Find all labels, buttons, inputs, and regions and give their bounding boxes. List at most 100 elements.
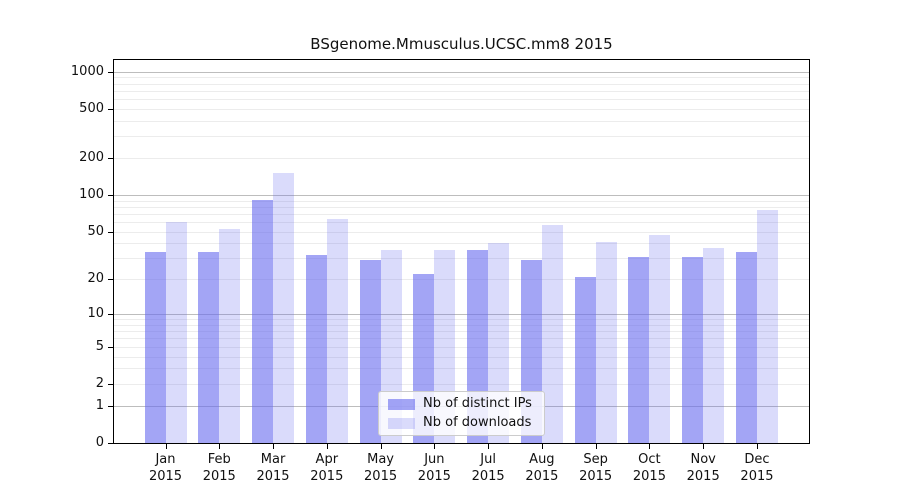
bar-distinct-ips-may — [359, 260, 381, 443]
bar-downloads-jan — [165, 222, 187, 443]
x-axis-month-text: Mar — [260, 452, 286, 467]
minor-gridline — [114, 120, 809, 122]
minor-gridline — [114, 324, 809, 326]
bar-downloads-sep — [595, 242, 617, 443]
bar-distinct-ips-nov — [682, 256, 704, 443]
x-axis-month-text: Feb — [207, 452, 231, 467]
minor-gridline — [114, 338, 809, 340]
x-axis-tick — [756, 444, 758, 449]
minor-gridline — [114, 368, 809, 370]
minor-gridline — [114, 136, 809, 138]
x-axis-tick — [380, 444, 382, 449]
x-axis-month-text: Jan — [155, 452, 176, 467]
y-axis-tick-label: 20 — [87, 271, 104, 287]
minor-gridline — [114, 206, 809, 208]
x-axis-tick — [703, 444, 705, 449]
bar-downloads-nov — [703, 247, 725, 443]
x-axis-month-text: Nov — [690, 452, 716, 467]
major-gridline — [114, 314, 809, 316]
bar-downloads-feb — [219, 228, 241, 443]
minor-gridline — [114, 200, 809, 202]
x-axis-month-label: Jan 2015 — [134, 451, 198, 485]
bar-distinct-ips-sep — [574, 276, 596, 443]
minor-gridline — [114, 331, 809, 333]
x-axis-tick — [595, 444, 597, 449]
x-axis-year-text: 2015 — [686, 469, 720, 484]
minor-gridline — [114, 99, 809, 101]
bar-downloads-oct — [649, 234, 671, 443]
y-axis-tick-label: 1 — [95, 397, 104, 413]
minor-gridline — [114, 77, 809, 79]
x-axis-year-text: 2015 — [417, 469, 451, 484]
bar-downloads-aug — [541, 224, 563, 443]
x-axis-month-text: Sep — [583, 452, 608, 467]
y-axis-tick — [108, 346, 113, 348]
y-axis-tick-label: 200 — [79, 149, 104, 165]
bar-distinct-ips-feb — [198, 251, 220, 443]
bar-downloads-mar — [273, 173, 295, 443]
plot-area — [113, 59, 810, 444]
x-axis-month-label: Feb 2015 — [187, 451, 251, 485]
minor-gridline — [114, 231, 809, 233]
x-axis-month-text: Jun — [424, 452, 445, 467]
y-axis-tick — [108, 157, 113, 159]
y-axis-tick-label: 100 — [79, 186, 104, 202]
legend: Nb of distinct IPs Nb of downloads — [378, 391, 545, 436]
x-axis-tick — [273, 444, 275, 449]
x-axis-month-label: May 2015 — [349, 451, 413, 485]
y-axis-tick-label: 1000 — [70, 63, 104, 79]
minor-gridline — [114, 90, 809, 92]
x-axis-month-text: Jul — [480, 452, 496, 467]
x-axis-tick — [219, 444, 221, 449]
x-axis-tick — [165, 444, 167, 449]
x-axis-month-text: Aug — [529, 452, 555, 467]
minor-gridline — [114, 319, 809, 321]
y-axis-tick — [108, 231, 113, 233]
y-axis-tick — [108, 71, 113, 73]
bar-distinct-ips-oct — [628, 256, 650, 443]
minor-gridline — [114, 157, 809, 159]
bar-distinct-ips-dec — [735, 251, 757, 443]
y-axis-tick-label: 10 — [87, 306, 104, 322]
major-gridline — [114, 71, 809, 73]
x-axis-month-label: Apr 2015 — [295, 451, 359, 485]
y-axis-tick — [108, 279, 113, 281]
y-axis-tick — [108, 383, 113, 385]
x-axis-tick — [649, 444, 651, 449]
y-axis-tick — [108, 405, 113, 407]
x-axis-year-text: 2015 — [202, 469, 236, 484]
x-axis-month-label: Dec 2015 — [725, 451, 789, 485]
x-axis-month-label: Mar 2015 — [241, 451, 305, 485]
x-axis-month-label: Jul 2015 — [456, 451, 520, 485]
legend-item-downloads: Nb of downloads — [388, 416, 535, 430]
bar-downloads-dec — [756, 210, 778, 443]
x-axis-year-text: 2015 — [525, 469, 559, 484]
x-axis-month-label: Nov 2015 — [671, 451, 735, 485]
x-axis-year-text: 2015 — [148, 469, 183, 484]
legend-item-distinct-ips: Nb of distinct IPs — [388, 397, 535, 411]
x-axis-month-label: Oct 2015 — [617, 451, 681, 485]
x-axis-year-text: 2015 — [310, 469, 344, 484]
x-axis-year-text: 2015 — [579, 469, 613, 484]
x-axis-year-text: 2015 — [740, 469, 774, 484]
y-axis-tick-label: 50 — [87, 223, 104, 239]
bar-distinct-ips-jan — [144, 251, 166, 443]
minor-gridline — [114, 383, 809, 385]
bar-distinct-ips-mar — [252, 199, 274, 443]
legend-label-distinct-ips: Nb of distinct IPs — [423, 396, 532, 411]
x-axis-tick — [434, 444, 436, 449]
x-axis-year-text: 2015 — [632, 469, 666, 484]
minor-gridline — [114, 222, 809, 224]
x-axis-tick — [541, 444, 543, 449]
y-axis-tick — [108, 443, 113, 444]
minor-gridline — [114, 83, 809, 85]
bar-downloads-apr — [326, 219, 348, 443]
x-axis-month-text: Oct — [638, 452, 661, 467]
x-axis-tick — [488, 444, 490, 449]
x-axis-year-text: 2015 — [364, 469, 398, 484]
minor-gridline — [114, 243, 809, 245]
x-axis-month-label: Aug 2015 — [510, 451, 574, 485]
legend-label-downloads: Nb of downloads — [423, 415, 532, 430]
chart-title: BSgenome.Mmusculus.UCSC.mm8 2015 — [310, 35, 613, 53]
